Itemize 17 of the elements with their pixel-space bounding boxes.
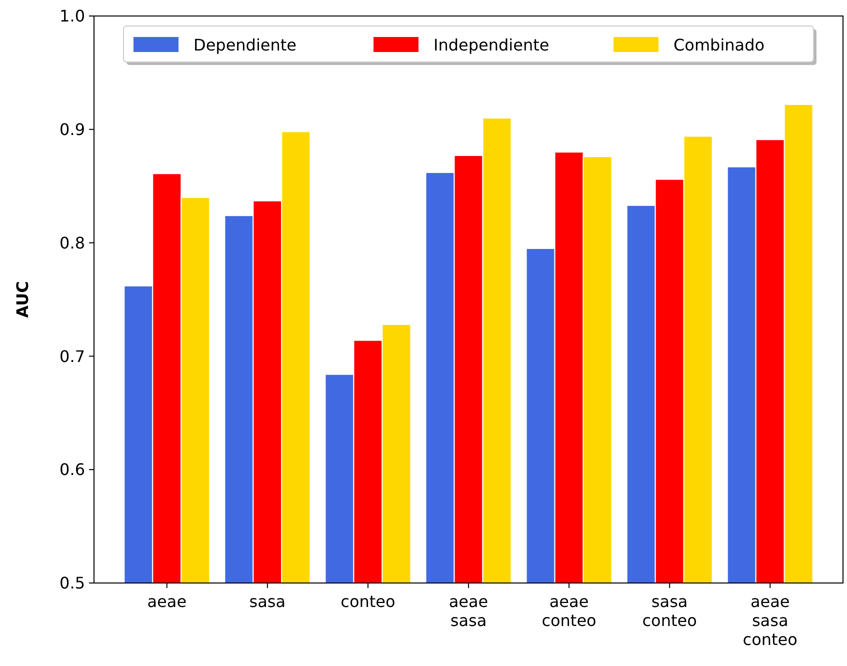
legend-label: Combinado <box>674 36 765 55</box>
legend-label: Dependiente <box>194 36 297 55</box>
y-tick-label: 0.8 <box>60 233 85 252</box>
x-tick-label: aeae <box>147 592 187 611</box>
y-tick-label: 0.6 <box>60 460 85 480</box>
x-tick-label: sasa conteo <box>642 592 697 630</box>
x-tick-label: aeae conteo <box>542 592 596 630</box>
y-tick-label: 0.5 <box>60 574 85 593</box>
y-tick-label: 0.9 <box>60 120 85 139</box>
x-tick-label: aeae sasa conteo <box>742 592 798 649</box>
x-tick-label: conteo <box>340 592 396 611</box>
y-tick-label: 1.0 <box>60 6 85 26</box>
legend-label: Independiente <box>434 36 550 55</box>
x-tick-label: sasa <box>249 592 286 611</box>
x-tick-label: aeae sasa <box>448 592 488 630</box>
y-tick-label: 0.7 <box>60 346 85 366</box>
y-axis-title: AUC <box>13 281 32 318</box>
